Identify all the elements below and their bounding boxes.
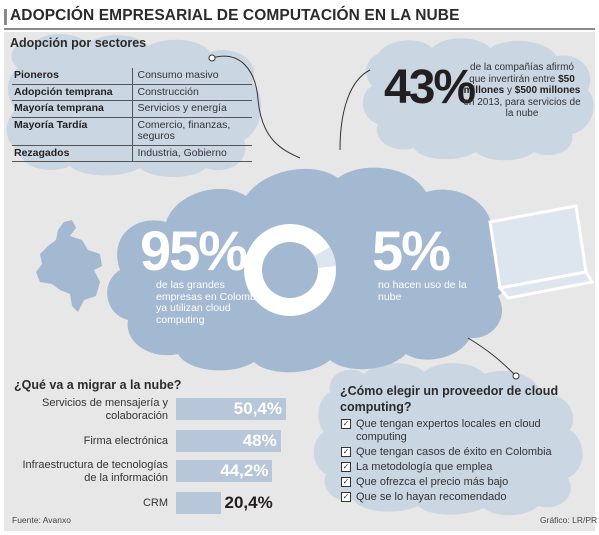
elegir-list: ✓ Que tengan expertos locales en cloud co… bbox=[340, 418, 566, 506]
stat43-text-3: en 2013, para servicios de la nube bbox=[463, 96, 581, 120]
sectors-title: Adopción por sectores bbox=[10, 36, 147, 50]
page-title: ADOPCIÓN EMPRESARIAL DE COMPUTACIÓN EN L… bbox=[10, 7, 460, 24]
sectors-row: Rezagados Industria, Gobierno bbox=[12, 145, 252, 162]
list-item: ✓ Que ofrezca el precio más bajo bbox=[340, 476, 566, 489]
sectors-table: Pioneros Consumo masivo Adopción temprana C… bbox=[12, 68, 252, 162]
migrar-title: ¿Qué va a migrar a la nube? bbox=[14, 378, 182, 392]
stat43-text: de la compañías afirmó que invertirán en… bbox=[462, 62, 582, 120]
connector-line-1 bbox=[211, 55, 301, 159]
stat43-text-1: de la compañías afirmó que invertirán en… bbox=[469, 62, 574, 85]
stat5-value: 5% bbox=[372, 219, 451, 282]
sector-names: Consumo masivo bbox=[132, 68, 252, 85]
elegir-cloud-icon bbox=[313, 363, 583, 516]
checkbox-icon: ✓ bbox=[341, 419, 351, 429]
list-item: ✓ Que tengan expertos locales en cloud co… bbox=[340, 418, 566, 443]
list-item: ✓ Que se lo hayan recomendado bbox=[340, 491, 566, 504]
checkbox-icon: ✓ bbox=[341, 491, 351, 502]
sectors-row: Mayoría Tardía Comercio, finanzas, seguro… bbox=[12, 117, 252, 146]
sector-names: Comercio, finanzas, seguros bbox=[132, 117, 252, 146]
list-item: ✓ Que tengan casos de éxito en Colombia bbox=[340, 446, 566, 459]
connector-line-3 bbox=[467, 337, 517, 377]
title-bar: ADOPCIÓN EMPRESARIAL DE COMPUTACIÓN EN L… bbox=[4, 4, 595, 30]
elegir-title: ¿Cómo elegir un proveedor de cloud compu… bbox=[340, 384, 559, 414]
sector-stage: Pioneros bbox=[12, 68, 133, 85]
sectors-row: Adopción temprana Construcción bbox=[12, 84, 252, 101]
stat43-text-2: y bbox=[506, 85, 512, 96]
list-item-text: Que tengan expertos locales en cloud com… bbox=[356, 418, 541, 443]
list-item-text: La metodología que emplea bbox=[356, 460, 493, 473]
bar bbox=[176, 460, 273, 482]
bar bbox=[176, 398, 286, 420]
sector-names: Servicios y energía bbox=[132, 100, 252, 118]
source-note: Fuente: Avanxo bbox=[12, 515, 71, 525]
bar-category-label: Firma electrónica bbox=[83, 435, 168, 447]
sector-names: Industria, Gobierno bbox=[132, 145, 252, 162]
list-item-text: Que ofrezca el precio más bajo bbox=[356, 475, 509, 488]
sector-stage: Mayoría temprana bbox=[12, 100, 133, 118]
colombia-map-icon bbox=[36, 220, 102, 312]
sector-stage: Mayoría Tardía bbox=[12, 117, 133, 146]
sectors-row: Mayoría temprana Servicios y energía bbox=[12, 100, 252, 118]
sector-names: Construcción bbox=[132, 84, 252, 101]
bar-value-label: 50,4% bbox=[233, 399, 282, 418]
checkbox-icon: ✓ bbox=[341, 446, 351, 457]
bar bbox=[176, 492, 221, 514]
stat43-bold-1: $50 millones bbox=[463, 73, 575, 97]
bar-value-label: 44,2% bbox=[220, 461, 269, 480]
stat95-text: de las grandes empresas en Colombia ya u… bbox=[156, 279, 264, 326]
stat43-cloud-icon bbox=[362, 38, 594, 161]
bar-category-label: CRM bbox=[142, 497, 168, 509]
stat5-text: no hacen uso de la nube bbox=[378, 279, 467, 303]
bar-category-label: Infraestructura de tecnologías de la inf… bbox=[22, 459, 168, 484]
stat43-bold-2: $500 millones bbox=[514, 85, 581, 96]
sector-stage: Adopción temprana bbox=[12, 84, 133, 101]
list-item: ✓ La metodología que emplea bbox=[340, 461, 566, 474]
bar-value-label: 48% bbox=[242, 431, 277, 450]
donut-chart-icon bbox=[244, 224, 336, 316]
bar bbox=[176, 430, 281, 452]
sectors-row: Pioneros Consumo masivo bbox=[12, 68, 252, 85]
stat43-value: 43% bbox=[384, 61, 476, 114]
checkbox-icon: ✓ bbox=[341, 461, 351, 472]
list-item-text: Que se lo hayan recomendado bbox=[356, 490, 507, 503]
stat95-value: 95% bbox=[140, 219, 248, 282]
checkbox-icon: ✓ bbox=[341, 476, 351, 487]
sector-stage: Rezagados bbox=[12, 145, 133, 162]
list-item-text: Que tengan casos de éxito en Colombia bbox=[356, 445, 552, 458]
bar-value-label: 20,4% bbox=[224, 493, 273, 512]
laptop-icon bbox=[488, 204, 595, 300]
bar-category-label: Servicios de mensajería y colaboración bbox=[42, 397, 168, 422]
connector-line-2 bbox=[339, 69, 371, 151]
credit-note: Gráfico: LR/PR bbox=[540, 515, 598, 525]
